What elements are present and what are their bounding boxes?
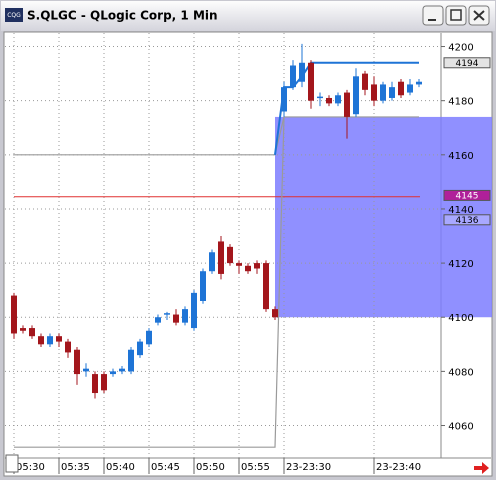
icon: [473, 10, 485, 21]
candle-body: [38, 336, 44, 345]
price-marker-label: 4194: [456, 59, 479, 69]
candle-body: [290, 65, 296, 88]
candle-body: [47, 336, 53, 345]
candle-body: [92, 374, 98, 394]
candle-body: [254, 263, 260, 269]
maximize-button[interactable]: [445, 5, 467, 26]
candle-body: [407, 84, 413, 93]
candle-body: [227, 246, 233, 264]
minimize-button[interactable]: [422, 5, 444, 26]
window-title: S.QLGC - QLogic Corp, 1 Min: [27, 9, 218, 23]
candle-body: [236, 263, 242, 266]
price-marker-label: 4136: [456, 216, 479, 226]
y-tick-label: 4180: [448, 97, 473, 108]
candle-body: [56, 336, 62, 342]
candle-body: [128, 349, 134, 372]
candle-body: [83, 368, 89, 372]
scroll-box[interactable]: [5, 454, 19, 473]
x-tick-label: 05:50: [196, 462, 225, 473]
candle-body: [137, 341, 143, 356]
candle-body: [281, 87, 287, 112]
scroll-arrow[interactable]: [474, 462, 489, 474]
candle-body: [335, 95, 341, 104]
y-tick-label: 4140: [448, 205, 473, 216]
y-tick-label: 4200: [448, 43, 473, 54]
y-tick-label: 4060: [448, 422, 473, 433]
candle-body: [272, 309, 278, 318]
x-tick-label: 23-23:30: [286, 462, 331, 473]
x-tick-label: 05:30: [16, 462, 45, 473]
candle-body: [11, 295, 17, 334]
candle-body: [416, 81, 422, 85]
candle-body: [326, 97, 332, 104]
candle-body: [146, 330, 152, 345]
candle-body: [101, 374, 107, 391]
candle-body: [200, 271, 206, 301]
candle-body: [209, 252, 215, 272]
icon: [450, 9, 462, 21]
candle-body: [263, 263, 269, 310]
candle-body: [389, 87, 395, 98]
y-tick-label: 4160: [448, 151, 473, 162]
line: [14, 116, 419, 156]
window-buttons[interactable]: [422, 5, 490, 26]
candle-body: [380, 84, 386, 101]
price-marker: [443, 57, 491, 69]
y-tick-label: 4100: [448, 313, 473, 324]
candle-body: [353, 76, 359, 115]
price-marker: [443, 214, 491, 226]
candle-body: [182, 309, 188, 323]
candle-body: [29, 328, 35, 337]
plot: 4060 4080 4100 4120 4140 4160 4180 4200 05:30 05:…: [5, 33, 492, 474]
price-marker: [443, 189, 491, 201]
candle-body: [74, 349, 80, 375]
y-tick-label: 4080: [448, 367, 473, 378]
candle-body: [110, 371, 116, 375]
candle-body: [20, 328, 26, 331]
candle-body: [308, 62, 314, 101]
app-icon-text: CQG: [7, 12, 21, 19]
x-tick-label: 23-23:40: [376, 462, 421, 473]
candle-body: [191, 292, 197, 329]
y-tick-label: 4120: [448, 259, 473, 270]
x-tick-label: 05:40: [106, 462, 135, 473]
candle-body: [155, 317, 161, 323]
title-bar: [1, 1, 495, 31]
candle-body: [119, 368, 125, 372]
candle-body: [218, 241, 224, 274]
x-tick-label: 05:55: [241, 462, 270, 473]
candle-body: [362, 73, 368, 90]
x-tick-label: 05:45: [151, 462, 180, 473]
app-icon: [5, 8, 23, 22]
line: [14, 116, 285, 448]
candle-body: [299, 62, 305, 82]
candle-body: [317, 96, 323, 99]
candle-body: [164, 313, 170, 315]
x-tick-label: 05:35: [61, 462, 90, 473]
price-marker-label: 4145: [456, 191, 479, 201]
candle-body: [398, 81, 404, 96]
candle-body: [344, 92, 350, 117]
candle-body: [245, 265, 251, 272]
candle-body: [371, 84, 377, 101]
candle-body: [65, 341, 71, 353]
candle-body: [173, 314, 179, 323]
